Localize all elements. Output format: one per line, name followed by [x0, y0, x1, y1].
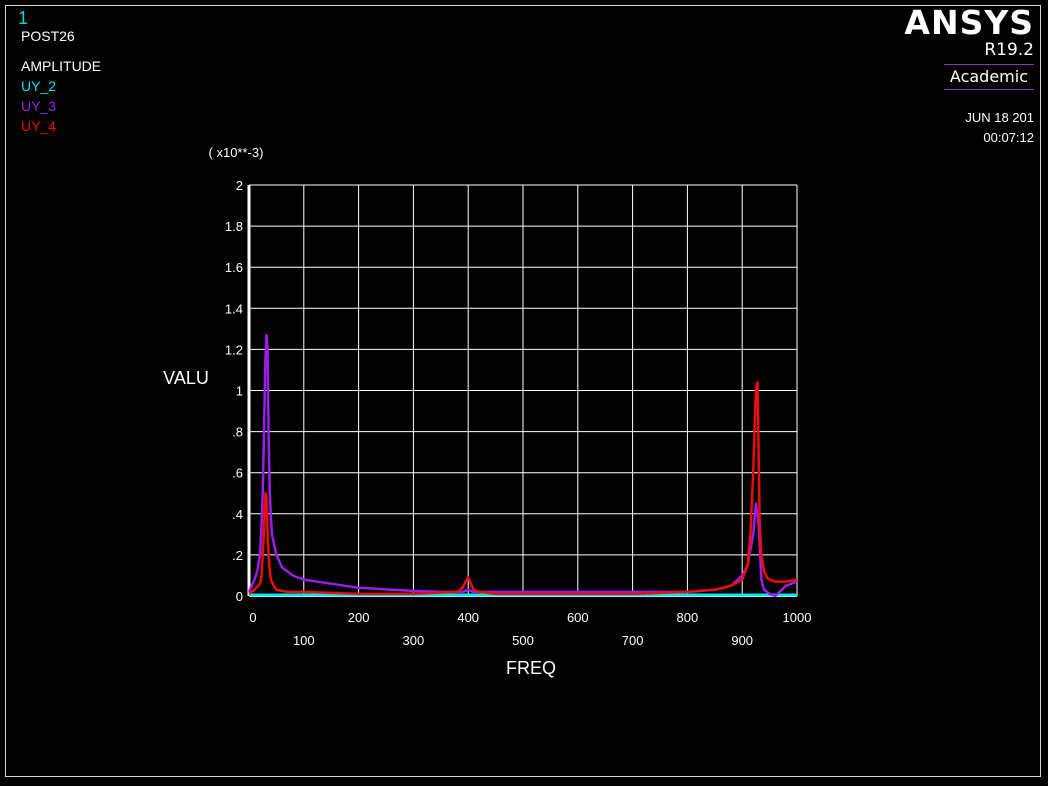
y-tick-label: 0 — [236, 589, 243, 604]
x-tick-label: 1000 — [783, 610, 812, 625]
plot-label: AMPLITUDE — [21, 58, 102, 74]
x-tick-label: 800 — [677, 610, 699, 625]
plot-time: 00:07:12 — [983, 130, 1034, 145]
x-tick-label: 100 — [293, 633, 315, 648]
grid-layer — [249, 184, 798, 596]
plot-date: JUN 18 201 — [965, 110, 1034, 125]
y-tick-label: 1.6 — [225, 260, 243, 275]
logo-name: ANSYS — [904, 3, 1034, 42]
y-tick-label: .8 — [232, 425, 243, 440]
x-axis-label: FREQ — [506, 658, 556, 678]
y-tick-label: 1.8 — [225, 219, 243, 234]
window-number: 1 — [18, 8, 29, 28]
ansys-logo: ANSYS R19.2 Academic — [904, 6, 1034, 90]
y-tick-label: 1.2 — [225, 342, 243, 357]
graphics-window-frame — [5, 5, 1041, 777]
x-tick-label: 700 — [622, 633, 644, 648]
series-line-uy-3 — [247, 333, 798, 598]
x-tick-label: 400 — [457, 610, 479, 625]
x-tick-label: 500 — [512, 633, 534, 648]
y-tick-label: 1 — [236, 384, 243, 399]
legend-item-uy-2: UY_2 — [21, 78, 57, 94]
y-tick-label: .6 — [232, 466, 243, 481]
tick-labels: 0 .2 .4 .6 .8 1 1.2 1.4 1.6 1.8 2 0 100 200 300 400 500 6… — [225, 178, 812, 648]
y-multiplier-label: ( x10**-3) — [209, 145, 264, 160]
x-tick-label: 200 — [348, 610, 370, 625]
x-tick-label: 900 — [731, 633, 753, 648]
legend-item-uy-3: UY_3 — [21, 98, 57, 114]
module-label: POST26 — [21, 28, 75, 44]
x-tick-label: 300 — [403, 633, 425, 648]
y-tick-label: 1.4 — [225, 301, 243, 316]
series-layer — [247, 333, 798, 598]
y-tick-label: .2 — [232, 548, 243, 563]
series-line-uy-4 — [248, 381, 798, 596]
y-tick-label: 2 — [236, 178, 243, 193]
x-tick-label: 600 — [567, 610, 589, 625]
legend-item-uy-4: UY_4 — [21, 118, 57, 134]
x-tick-label: 0 — [249, 610, 256, 625]
logo-version: R19.2 — [984, 40, 1034, 60]
y-tick-label: .4 — [232, 507, 243, 522]
logo-edition: Academic — [943, 64, 1034, 90]
y-axis-label: VALU — [163, 368, 209, 388]
